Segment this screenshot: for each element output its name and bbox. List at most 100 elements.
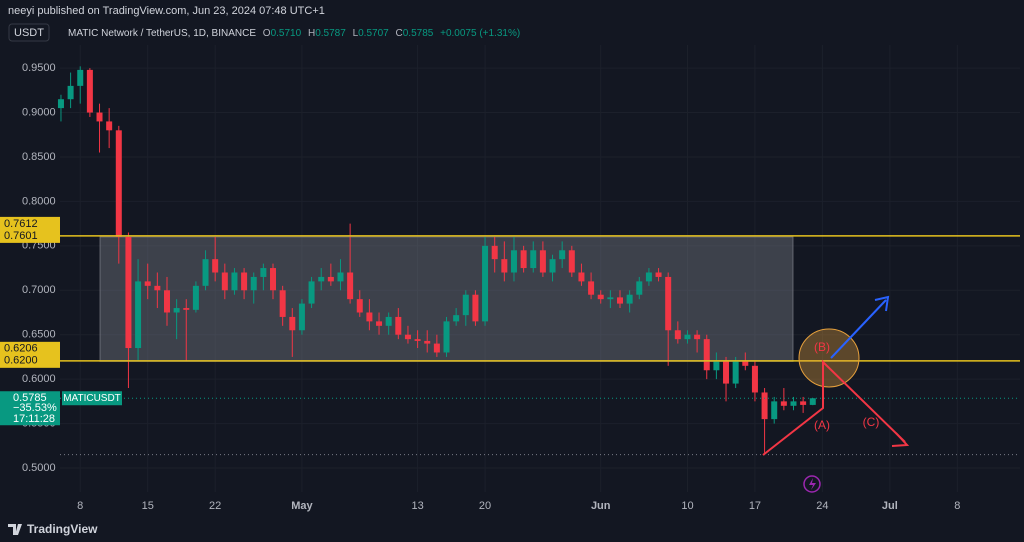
candle-body: [482, 245, 489, 322]
candle-body: [67, 85, 74, 100]
candle-body: [57, 99, 64, 109]
wave-path: [762, 359, 906, 456]
candle-body: [433, 343, 440, 353]
candle-body: [703, 339, 710, 371]
annotation: (A): [814, 418, 830, 432]
candle-body: [462, 294, 469, 316]
level-tag: [0, 341, 60, 368]
level-tag: [0, 216, 60, 243]
candle-body: [684, 334, 691, 340]
x-tick-label: 13: [411, 500, 423, 512]
candle-body: [318, 276, 325, 282]
candle-body: [385, 316, 392, 326]
candle-body: [607, 297, 614, 300]
candle-body: [771, 401, 778, 420]
candle-body: [337, 272, 344, 282]
candle-body: [289, 316, 296, 331]
candle-body: [491, 245, 498, 260]
arrow-head: [874, 295, 890, 312]
x-tick-label: 10: [681, 500, 693, 512]
candle-body: [501, 259, 508, 273]
x-tick-label: Jun: [591, 500, 611, 512]
candle-body: [424, 340, 431, 344]
y-tick-label: 0.6000: [22, 373, 56, 385]
candle-body: [636, 281, 643, 295]
candle-body: [790, 401, 797, 406]
grid: 0.50000.55000.60000.65000.70000.75000.80…: [22, 45, 1020, 512]
symbol-legend: MATIC Network / TetherUS, 1D, BINANCE O0…: [68, 28, 520, 39]
y-tick-label: 0.8000: [22, 195, 56, 207]
candle-body: [809, 398, 816, 405]
candle-body: [713, 361, 720, 371]
annotation: (C): [863, 415, 880, 429]
logo: [8, 524, 22, 535]
candle-body: [568, 250, 575, 273]
candle-body: [298, 303, 305, 331]
candle-body: [347, 272, 354, 300]
candle-body: [578, 272, 585, 282]
candle-body: [559, 250, 566, 260]
ohlc-label: L: [353, 28, 359, 39]
event-icon-bolt: [809, 478, 816, 490]
candle-body: [183, 308, 190, 310]
candle-body: [723, 361, 730, 384]
candle-body: [549, 259, 556, 273]
candle-body: [626, 294, 633, 304]
candle-body: [77, 69, 84, 86]
footer-brand: TradingView: [27, 522, 98, 536]
candle-body: [674, 330, 681, 340]
x-tick-label: May: [291, 500, 313, 512]
ticker-tag: [62, 391, 122, 406]
candle-body: [761, 392, 768, 420]
ohlc-value: 0.5787: [315, 28, 346, 39]
ohlc-label: H: [308, 28, 315, 39]
candle-body: [221, 272, 228, 291]
candle-body: [530, 250, 537, 269]
candle-body: [192, 285, 199, 310]
symbol: MATIC Network / TetherUS, 1D, BINANCE: [68, 28, 256, 39]
ohlc-value: 0.5785: [403, 28, 434, 39]
candle-body: [327, 276, 334, 282]
candle-body: [366, 312, 373, 322]
candle-body: [115, 130, 122, 237]
y-tick-label: 0.5000: [22, 462, 56, 474]
candle-body: [597, 294, 604, 300]
candle-body: [588, 281, 595, 295]
level-tag-label: 0.6200: [4, 355, 38, 367]
candle-body: [414, 339, 421, 341]
y-tick-label: 0.9000: [22, 106, 56, 118]
candle-body: [173, 308, 180, 313]
blue-arrow: [830, 299, 887, 359]
event-icon[interactable]: [803, 475, 821, 493]
candle-body: [694, 334, 701, 340]
level-tag-label: 0.7612: [4, 218, 38, 230]
candle-body: [250, 276, 257, 291]
ohlc-label: C: [396, 28, 403, 39]
x-tick-label: 24: [816, 500, 828, 512]
annotation: (B): [814, 340, 830, 354]
candle-body: [742, 361, 749, 366]
candle-body: [453, 315, 460, 322]
candle-body: [308, 281, 315, 304]
candle-body: [144, 281, 151, 286]
candle-body: [520, 250, 527, 269]
candle-body: [86, 69, 93, 113]
level-tag-label: 0.7601: [4, 230, 38, 242]
candle-body: [279, 290, 286, 317]
candle-body: [260, 268, 267, 277]
y-tick-label: 0.9500: [22, 62, 56, 74]
candle-body: [135, 281, 142, 349]
x-tick-label: 17: [749, 500, 761, 512]
x-tick-label: Jul: [882, 500, 898, 512]
candle-body: [96, 112, 103, 122]
candle-body: [125, 236, 132, 349]
currency-box[interactable]: [8, 23, 50, 42]
ohlc-value: 0.5710: [271, 28, 302, 39]
candle-body: [510, 250, 517, 273]
candle-body: [655, 272, 662, 277]
candle-body: [645, 272, 652, 282]
candle-body: [472, 294, 479, 322]
y-tick-label: 0.7000: [22, 284, 56, 296]
